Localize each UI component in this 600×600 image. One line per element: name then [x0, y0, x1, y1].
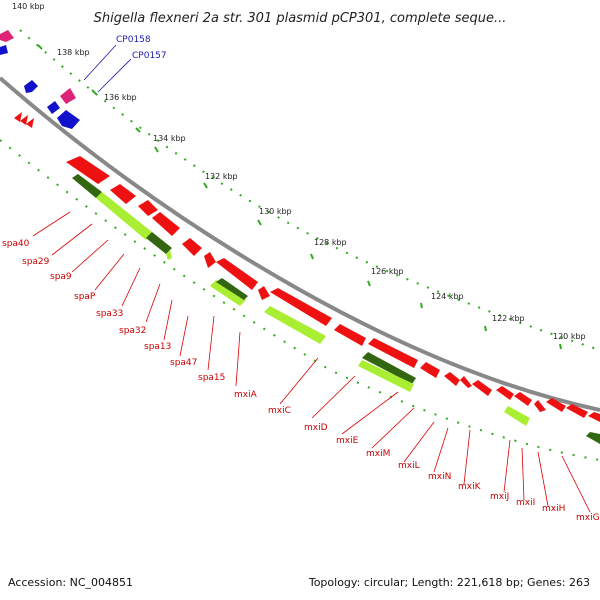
gene-label: spa33 [96, 309, 123, 319]
gene-block-light [96, 192, 152, 240]
red-arrow-feature [14, 112, 22, 122]
gene-block-dark [586, 432, 600, 444]
kbp-label: 124 kbp [431, 292, 464, 301]
gene-label: spa47 [170, 358, 197, 368]
feature-label-cp0158: CP0158 [116, 35, 151, 45]
gene-label: mxiH [542, 504, 565, 514]
red-cds [514, 392, 532, 406]
red-cds [216, 258, 258, 290]
gene-label: spa9 [50, 272, 72, 282]
red-cds [444, 372, 460, 386]
summary-text: Topology: circular; Length: 221,618 bp; … [308, 576, 590, 589]
gene-track [72, 174, 600, 444]
accession-text: Accession: NC_004851 [8, 576, 133, 589]
gene-label: mxiJ [490, 492, 509, 502]
red-cds [472, 380, 492, 396]
red-cds [182, 238, 202, 256]
gene-label: mxiL [398, 461, 420, 471]
kbp-tick-ring [19, 29, 600, 351]
red-arrow-feature [26, 118, 34, 128]
gene-label: mxiC [268, 406, 291, 416]
red-cds [368, 338, 418, 368]
feature-callouts: CP0158 CP0157 [83, 35, 167, 93]
red-cds [270, 288, 332, 326]
gene-block-light [264, 306, 326, 344]
red-cds [258, 286, 270, 300]
kbp-label: 138 kbp [57, 48, 90, 57]
red-cds [566, 404, 588, 418]
red-cds [534, 400, 546, 412]
gene-label: mxiM [366, 449, 390, 459]
kbp-label: 126 kbp [371, 267, 404, 276]
kbp-labels: 140 kbp 138 kbp 136 kbp 134 kbp 132 kbp … [12, 2, 586, 341]
gene-label: mxiA [234, 390, 258, 400]
gene-label: spaP [74, 292, 96, 302]
kbp-label: 122 kbp [492, 314, 525, 323]
red-cds [66, 156, 110, 184]
map-title: Shigella flexneri 2a str. 301 plasmid pC… [94, 11, 507, 26]
gene-label: mxiK [458, 482, 482, 492]
red-cds [204, 252, 216, 268]
red-cds [420, 362, 440, 378]
kbp-label: 130 kbp [259, 207, 292, 216]
gene-label: mxiE [336, 436, 359, 446]
kbp-label: 120 kbp [553, 332, 586, 341]
feature-label-cp0157: CP0157 [132, 51, 167, 61]
kbp-label: 134 kbp [153, 134, 186, 143]
magenta-feature [0, 30, 14, 42]
red-cds-track [66, 156, 600, 422]
gene-label: spa32 [119, 326, 146, 336]
magenta-feature [60, 88, 76, 104]
blue-feature [0, 45, 8, 55]
red-cds [496, 386, 514, 400]
gene-label: mxiD [304, 423, 328, 433]
gene-block-light [210, 280, 246, 306]
red-cds [110, 184, 136, 204]
backbone-circle [0, 76, 600, 412]
gene-label: spa13 [144, 342, 171, 352]
gene-block-dark [362, 352, 416, 384]
kbp-major-ticks [37, 44, 562, 350]
red-arrow-feature [20, 115, 28, 125]
gene-callout-lines [32, 211, 591, 513]
gene-label: mxiN [428, 472, 451, 482]
gene-label: mxiI [516, 498, 535, 508]
gene-label: spa29 [22, 257, 50, 267]
kbp-label: 136 kbp [104, 93, 137, 102]
gene-label: mxiG [576, 513, 600, 523]
kbp-label: 140 kbp [12, 2, 45, 11]
top-features [0, 30, 80, 129]
blue-feature [24, 80, 38, 93]
red-cds [588, 412, 600, 422]
gene-label: spa15 [198, 373, 225, 383]
red-cds [138, 200, 158, 216]
gene-labels: spa40 spa29 spa9 spaP spa33 spa32 spa13 … [2, 239, 600, 523]
gene-block-dark [146, 232, 172, 254]
blue-feature [47, 101, 60, 114]
gene-block-light [166, 250, 172, 260]
gene-block-dark [72, 174, 102, 198]
red-cds [546, 398, 566, 412]
red-cds [334, 324, 366, 346]
kbp-label: 132 kbp [205, 172, 238, 181]
red-cds [460, 376, 472, 388]
gene-block-light [358, 360, 414, 392]
gene-block-light [504, 406, 530, 426]
gene-label: spa40 [2, 239, 30, 249]
red-cds [152, 212, 180, 236]
gene-block-dark [216, 278, 248, 300]
kbp-label: 128 kbp [314, 238, 347, 247]
blue-feature [57, 110, 80, 129]
